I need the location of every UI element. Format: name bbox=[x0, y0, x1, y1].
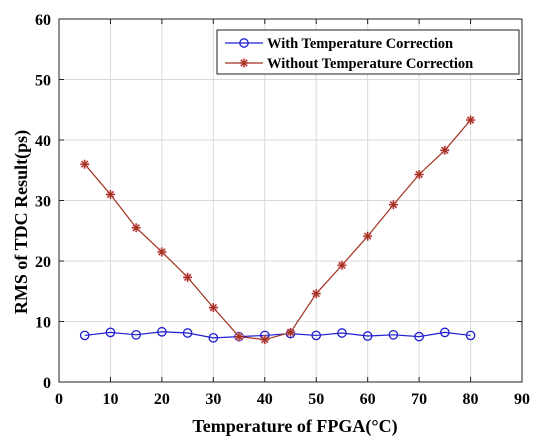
x-tick-label: 80 bbox=[463, 391, 479, 408]
marker-stroke bbox=[312, 290, 320, 298]
y-tick-label: 0 bbox=[43, 375, 51, 392]
data-point bbox=[131, 223, 141, 233]
data-point bbox=[79, 330, 90, 341]
y-tick-label: 40 bbox=[35, 133, 51, 150]
x-tick-label: 70 bbox=[411, 391, 427, 408]
data-point bbox=[208, 303, 218, 313]
marker-stroke bbox=[184, 273, 192, 281]
data-point bbox=[208, 332, 219, 343]
data-point bbox=[234, 332, 244, 342]
data-point bbox=[465, 330, 476, 341]
data-point bbox=[362, 331, 373, 341]
data-point bbox=[105, 327, 116, 338]
legend: With Temperature Correction Without Tempe… bbox=[216, 29, 520, 75]
marker-stroke bbox=[106, 190, 115, 199]
legend-label: With Temperature Correction bbox=[267, 36, 453, 52]
data-point bbox=[440, 145, 450, 155]
data-point bbox=[131, 329, 142, 340]
axes bbox=[58, 18, 523, 383]
x-tick-label: 40 bbox=[257, 391, 273, 408]
legend-entry: With Temperature Correction bbox=[225, 36, 453, 52]
x-tick-label: 20 bbox=[154, 391, 170, 408]
data-point bbox=[337, 260, 347, 270]
series-with-correction bbox=[79, 326, 476, 343]
x-tick-label: 30 bbox=[205, 391, 221, 408]
data-point bbox=[337, 328, 347, 338]
marker-stroke bbox=[364, 232, 372, 240]
legend-box bbox=[216, 29, 520, 75]
y-axis-title: RMS of TDC Result(ps) bbox=[11, 130, 32, 314]
marker-stroke bbox=[389, 201, 397, 209]
marker-stroke bbox=[235, 333, 243, 341]
x-tick-label: 90 bbox=[514, 391, 530, 408]
marker-stroke bbox=[158, 248, 166, 256]
series-line bbox=[84, 119, 472, 341]
marker-stroke bbox=[209, 303, 217, 312]
y-tick-label: 20 bbox=[35, 254, 51, 271]
marker-stroke bbox=[466, 116, 475, 124]
data-point bbox=[105, 189, 115, 199]
x-tick-label: 10 bbox=[102, 391, 118, 408]
data-point bbox=[157, 247, 167, 257]
y-tick-label: 10 bbox=[35, 315, 51, 332]
data-point bbox=[80, 159, 90, 169]
legend-label: Without Temperature Correction bbox=[267, 56, 473, 72]
y-tick-label: 60 bbox=[35, 12, 51, 29]
x-tick-label: 50 bbox=[308, 391, 324, 408]
legend-marker bbox=[239, 38, 249, 48]
data-point bbox=[260, 335, 270, 345]
data-point bbox=[388, 329, 399, 340]
data-point bbox=[183, 272, 193, 282]
data-point bbox=[311, 330, 322, 341]
data-point bbox=[311, 289, 321, 299]
data-point bbox=[363, 231, 373, 241]
marker-stroke bbox=[441, 146, 449, 154]
y-tick-label: 30 bbox=[35, 194, 51, 211]
marker-stroke bbox=[415, 170, 423, 179]
grid bbox=[59, 19, 522, 382]
data-point bbox=[286, 327, 295, 337]
data-point bbox=[388, 200, 398, 210]
y-tick-label: 50 bbox=[35, 73, 51, 90]
data-point bbox=[466, 115, 476, 125]
marker-stroke bbox=[261, 336, 269, 344]
legend-entry: Without Temperature Correction bbox=[225, 56, 473, 72]
marker-stroke bbox=[286, 328, 295, 336]
legend-marker bbox=[239, 58, 249, 68]
data-point bbox=[414, 331, 424, 342]
marker-stroke bbox=[81, 160, 89, 168]
data-point bbox=[182, 328, 193, 338]
series bbox=[79, 115, 476, 345]
tick-labels: 0 10 20 30 40 50 60 70 80 90 0 10 20 30 40 50 60 bbox=[35, 12, 530, 408]
series-without-correction bbox=[80, 115, 476, 345]
marker-stroke bbox=[338, 261, 346, 269]
data-point bbox=[157, 326, 167, 337]
marker-stroke bbox=[240, 59, 248, 67]
data-point bbox=[439, 327, 450, 338]
x-tick-label: 60 bbox=[360, 391, 376, 408]
data-point bbox=[414, 169, 424, 179]
marker-stroke bbox=[132, 224, 140, 232]
x-axis-title: Temperature of FPGA(°C) bbox=[192, 416, 397, 437]
x-tick-label: 0 bbox=[55, 391, 63, 408]
series-line bbox=[84, 331, 471, 339]
